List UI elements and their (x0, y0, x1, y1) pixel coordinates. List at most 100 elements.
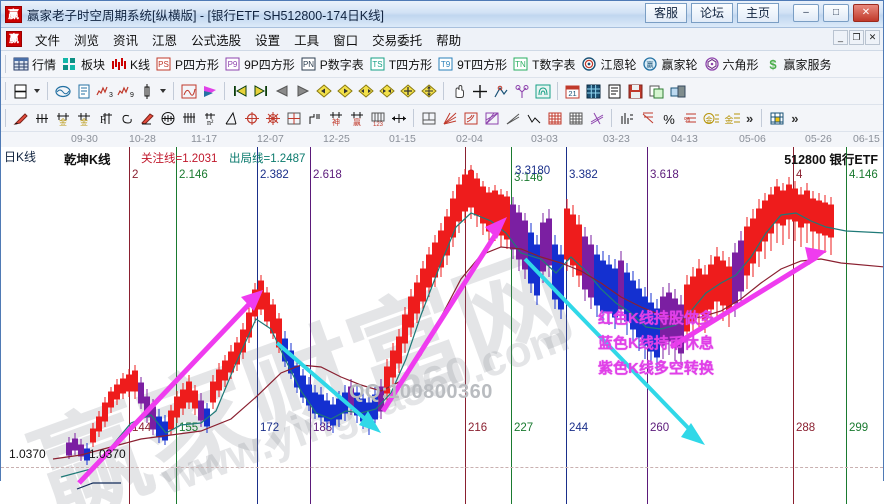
toolbar-button-gann-wheel[interactable]: 江恩轮 (578, 56, 639, 73)
toolbar-button-winner-service[interactable]: $ 赢家服务 (762, 56, 835, 73)
gold-circle-icon[interactable]: 金 (700, 108, 721, 128)
shen-icon[interactable]: 神 (325, 108, 346, 128)
toolbar-button-kline[interactable]: K线 (108, 56, 153, 73)
toolbar-button-9t-square[interactable]: T9 9T四方形 (435, 56, 510, 73)
grid-fan-icon[interactable] (481, 108, 502, 128)
mdi-minimize-button[interactable]: _ (833, 30, 848, 45)
menu-item-formula[interactable]: 公式选股 (191, 33, 242, 48)
zoom-left-icon[interactable] (313, 81, 334, 101)
menu-item-window[interactable]: 窗口 (333, 33, 359, 48)
mdi-close-button[interactable]: ✕ (865, 30, 880, 45)
toolbar-overflow-chevron-2-icon[interactable]: » (791, 110, 799, 126)
fan-color-icon[interactable] (199, 81, 220, 101)
chart-container[interactable]: 09-30 10-28 11-17 12-07 12-25 01-15 02-0… (1, 132, 883, 504)
calendar-day-icon[interactable] (10, 81, 31, 101)
spiral-icon[interactable] (115, 108, 136, 128)
menu-item-gann[interactable]: 江恩 (152, 33, 178, 48)
ladder-icon[interactable] (178, 108, 199, 128)
compress-h-icon[interactable] (376, 81, 397, 101)
report-icon[interactable] (73, 81, 94, 101)
window-maximize-button[interactable]: □ (823, 4, 849, 22)
toolbar-button-blocks[interactable]: 板块 (59, 56, 108, 73)
toolbar-button-t-square[interactable]: TS T四方形 (367, 56, 435, 73)
save-icon[interactable] (625, 81, 646, 101)
expand-h-icon[interactable] (355, 81, 376, 101)
n2-icon[interactable]: n² (199, 108, 220, 128)
prev-icon[interactable] (271, 81, 292, 101)
fork-icon[interactable] (31, 108, 52, 128)
pct-lines-icon[interactable]: % (679, 108, 700, 128)
slope-lines-icon[interactable] (586, 108, 607, 128)
indicator-3-icon[interactable]: 3 (94, 81, 115, 101)
menu-item-tools[interactable]: 工具 (294, 33, 320, 48)
toolbar-button-hexagon[interactable]: 六角形 (701, 56, 762, 73)
tree-icon[interactable] (511, 81, 532, 101)
toolbar-button-p-square[interactable]: PS P四方形 (153, 56, 222, 73)
circle-scale-icon[interactable] (157, 108, 178, 128)
toolbar-button-winner-wheel[interactable]: 赢 赢家轮 (639, 56, 700, 73)
mdi-restore-button[interactable]: ❐ (849, 30, 864, 45)
pen-icon[interactable] (10, 108, 31, 128)
pen-red-icon[interactable] (136, 108, 157, 128)
menu-item-trade[interactable]: 交易委托 (372, 33, 423, 48)
brain-icon[interactable] (532, 81, 553, 101)
menu-item-news[interactable]: 资讯 (113, 33, 139, 48)
crosshair-icon[interactable] (469, 81, 490, 101)
toolbar-overflow-chevron-icon[interactable]: » (746, 110, 754, 126)
window-minimize-button[interactable]: – (793, 4, 819, 22)
menu-item-browse[interactable]: 浏览 (74, 33, 100, 48)
homepage-button[interactable]: 主页 (737, 3, 779, 23)
plot-area[interactable]: 赢家财富网 www.yingjia360.com 日K线 乾坤K线 关注线=1.… (1, 147, 883, 504)
box-target-icon[interactable] (283, 108, 304, 128)
percent-icon[interactable]: % (658, 108, 679, 128)
bar-chart-icon[interactable] (616, 108, 637, 128)
last-page-icon[interactable] (250, 81, 271, 101)
hand-icon[interactable] (448, 81, 469, 101)
customer-service-button[interactable]: 客服 (645, 3, 687, 23)
pattern-icon[interactable] (178, 81, 199, 101)
net-grid-icon[interactable] (544, 108, 565, 128)
next-icon[interactable] (292, 81, 313, 101)
notes-icon[interactable] (604, 81, 625, 101)
grid-123-icon[interactable]: 123 (367, 108, 388, 128)
gold-fork-2-icon[interactable]: 金 (73, 108, 94, 128)
zoom-right-icon[interactable] (334, 81, 355, 101)
rays-icon[interactable] (502, 108, 523, 128)
dropdown-caret-icon[interactable] (34, 89, 40, 93)
toolbar-button-t-number-table[interactable]: TN T数字表 (510, 56, 578, 73)
grid-yellow-icon[interactable] (766, 108, 787, 128)
expand-all-icon[interactable] (397, 81, 418, 101)
menu-item-help[interactable]: 帮助 (436, 33, 462, 48)
f-fan-icon[interactable]: F (94, 108, 115, 128)
forum-button[interactable]: 论坛 (691, 3, 733, 23)
gold-bars-icon[interactable]: 金 (721, 108, 742, 128)
menu-item-settings[interactable]: 设置 (255, 33, 281, 48)
zigzag-icon[interactable] (523, 108, 544, 128)
candle-width-icon[interactable] (136, 81, 157, 101)
star-target-icon[interactable] (262, 108, 283, 128)
toolbar-button-p-number-table[interactable]: PN P数字表 (298, 56, 367, 73)
ying-icon[interactable]: 赢 (346, 108, 367, 128)
net-grid-dark-icon[interactable] (565, 108, 586, 128)
calendar-21-icon[interactable]: 21 (562, 81, 583, 101)
dropdown-caret-2-icon[interactable] (160, 89, 166, 93)
indicator-9-icon[interactable]: 9 (115, 81, 136, 101)
overlay-icon[interactable] (52, 81, 73, 101)
export-icon[interactable] (667, 81, 688, 101)
copy-icon[interactable] (646, 81, 667, 101)
window-close-button[interactable]: ✕ (853, 4, 879, 22)
menu-item-file[interactable]: 文件 (35, 33, 61, 48)
cross-chart-icon[interactable] (637, 108, 658, 128)
move-icon[interactable] (418, 81, 439, 101)
target-icon[interactable] (241, 108, 262, 128)
calc-grid-icon[interactable] (583, 81, 604, 101)
angle-icon[interactable] (220, 108, 241, 128)
box-line-icon[interactable] (418, 108, 439, 128)
draw-line-icon[interactable] (490, 81, 511, 101)
fan-lines-icon[interactable] (439, 108, 460, 128)
first-page-icon[interactable] (229, 81, 250, 101)
toolbar-button-quotes[interactable]: 行情 (10, 56, 59, 73)
step-icon[interactable] (304, 108, 325, 128)
arrow-span-icon[interactable] (388, 108, 409, 128)
gold-fork-1-icon[interactable]: 金 (52, 108, 73, 128)
